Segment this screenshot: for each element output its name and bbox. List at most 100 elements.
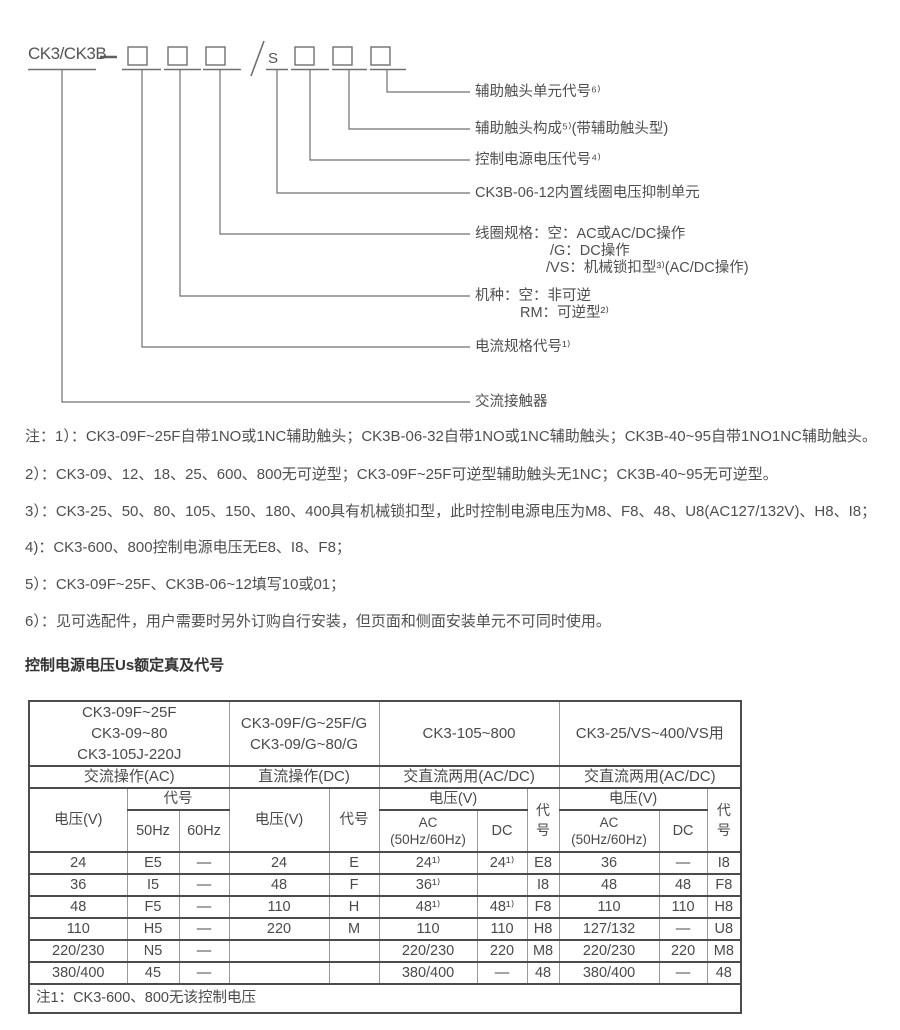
table-cell: — [178, 851, 230, 875]
operation-acdc2: 交直流两用(AC/DC) [558, 765, 742, 789]
table-cell: — [178, 873, 230, 897]
table-cell: — [178, 939, 230, 963]
table-cell: 48 [558, 873, 660, 897]
label-aux-contact-composition: 辅助触头构成⁵⁾(带辅助触头型) [475, 121, 669, 137]
table-cell [228, 961, 330, 985]
label-coil-spec-line1: 线圈规格：空：AC或AC/DC操作 [475, 226, 686, 242]
table-cell: 48 [658, 873, 708, 897]
table-cell: 110 [476, 917, 528, 941]
col-code-1: 代号 [126, 787, 230, 811]
table-cell: U8 [706, 917, 742, 941]
table-cell: H5 [126, 917, 180, 941]
model-group-ac: CK3-09F~25F CK3-09~80 CK3-105J-220J [28, 700, 230, 767]
table-cell: 127/132 [558, 917, 660, 941]
table-row: 24 E5 — 24 E 24¹⁾ 24¹⁾ E8 36 — I8 [28, 851, 742, 875]
col-60hz: 60Hz [178, 809, 230, 853]
table-cell: 380/400 [378, 961, 478, 985]
table-cell: — [658, 917, 708, 941]
col-ac-3: AC (50Hz/60Hz) [378, 809, 478, 853]
table-cell: — [658, 961, 708, 985]
connector-lines [61, 70, 470, 403]
table-cell: M8 [526, 939, 560, 963]
table-cell: 24¹⁾ [476, 851, 528, 875]
label-coil-suppression-unit: CK3B-06-12内置线圈电压抑制单元 [475, 185, 700, 201]
table-cell: — [476, 961, 528, 985]
model-group-dc: CK3-09F/G~25F/G CK3-09/G~80/G [228, 700, 380, 767]
table-cell: 48 [706, 961, 742, 985]
table-cell: 45 [126, 961, 180, 985]
table-cell: 36¹⁾ [378, 873, 478, 897]
table-cell: — [178, 917, 230, 941]
col-voltage-4: 电压(V) [558, 787, 708, 811]
col-dc-4: DC [658, 809, 708, 853]
model-group-vs: CK3-25/VS~400/VS用 [558, 700, 742, 767]
table-cell: 48 [526, 961, 560, 985]
operation-acdc1: 交直流两用(AC/DC) [378, 765, 560, 789]
col-voltage-2: 电压(V) [228, 787, 330, 853]
table-cell: F5 [126, 895, 180, 919]
table-cell: 220 [228, 917, 330, 941]
note-6: 6）：见可选配件，用户需要时另外订购自行安装，但页面和侧面安装单元不可同时使用。 [25, 613, 611, 630]
table-cell: 220 [658, 939, 708, 963]
table-row: 110 H5 — 220 M 110 110 H8 127/132 — U8 [28, 917, 742, 941]
table-cell: H8 [706, 895, 742, 919]
subheader-row-1: 电压(V) 代号 电压(V) 代号 电压(V) 代 号 电压(V) 代 号 [28, 787, 742, 853]
table-cell: 48 [28, 895, 128, 919]
table-cell: 110 [558, 895, 660, 919]
table-cell: 110 [378, 917, 478, 941]
table-cell: I8 [526, 873, 560, 897]
col-code-4: 代 号 [706, 787, 742, 853]
table-cell: — [178, 961, 230, 985]
table-cell: H8 [526, 917, 560, 941]
table-footnote: 注1：CK3-600、800无该控制电压 [28, 983, 742, 1014]
table-cell: — [658, 851, 708, 875]
table-cell: E [328, 851, 380, 875]
label-current-spec-code: 电流规格代号¹⁾ [475, 339, 571, 355]
col-voltage-1: 电压(V) [28, 787, 128, 853]
table-cell: 36 [558, 851, 660, 875]
table-cell: 110 [228, 895, 330, 919]
table-cell: 36 [28, 873, 128, 897]
model-header-row: CK3-09F~25F CK3-09~80 CK3-105J-220J CK3-… [28, 700, 742, 767]
table-cell [328, 961, 380, 985]
table-cell [476, 873, 528, 897]
table-cell: 48¹⁾ [378, 895, 478, 919]
table-cell: 48¹⁾ [476, 895, 528, 919]
label-machine-type-line1: 机种：空：非可逆 [475, 288, 591, 304]
operation-ac: 交流操作(AC) [28, 765, 230, 789]
subheader-row-2: 50Hz 60Hz AC (50Hz/60Hz) DC AC (50Hz/60H… [29, 809, 741, 853]
table-cell: 110 [658, 895, 708, 919]
note-4: 4)：CK3-600、800控制电源电压无E8、I8、F8； [25, 539, 351, 556]
table-row: 380/400 45 — 380/400 — 48 380/400 — 48 [28, 961, 742, 985]
table-cell: 220/230 [558, 939, 660, 963]
slash-mark [250, 40, 265, 77]
table-cell: H [328, 895, 380, 919]
col-voltage-3: 电压(V) [378, 787, 528, 811]
table-row: 220/230 N5 — 220/230 220 M8 220/230 220 … [28, 939, 742, 963]
table-cell: 24¹⁾ [378, 851, 478, 875]
note-2: 2）：CK3-09、12、18、25、600、800无可逆型；CK3-09F~2… [25, 466, 778, 483]
voltage-code-table: CK3-09F~25F CK3-09~80 CK3-105J-220J CK3-… [28, 700, 743, 1014]
footnote-row: 注1：CK3-600、800无该控制电压 [28, 983, 742, 1014]
model-group-acdc: CK3-105~800 [378, 700, 560, 767]
col-dc-3: DC [476, 809, 528, 853]
table-cell: 380/400 [28, 961, 128, 985]
table-cell: E5 [126, 851, 180, 875]
table-cell: M8 [706, 939, 742, 963]
label-machine-type-line2: RM：可逆型²⁾ [520, 305, 609, 321]
table-cell: 220/230 [378, 939, 478, 963]
col-code-2: 代号 [328, 787, 380, 853]
note-1: 注：1）：CK3-09F~25F自带1NO或1NC辅助触头；CK3B-06-32… [25, 428, 877, 445]
label-coil-spec-line2: /G：DC操作 [550, 243, 630, 259]
table-cell: F8 [526, 895, 560, 919]
table-cell: M [328, 917, 380, 941]
table-cell: I5 [126, 873, 180, 897]
operation-dc: 直流操作(DC) [228, 765, 380, 789]
table-row: 48 F5 — 110 H 48¹⁾ 48¹⁾ F8 110 110 H8 [28, 895, 742, 919]
table-cell: I8 [706, 851, 742, 875]
designation-diagram [28, 40, 470, 403]
table-cell: 24 [228, 851, 330, 875]
table-cell: 110 [28, 917, 128, 941]
table-cell: 48 [228, 873, 330, 897]
